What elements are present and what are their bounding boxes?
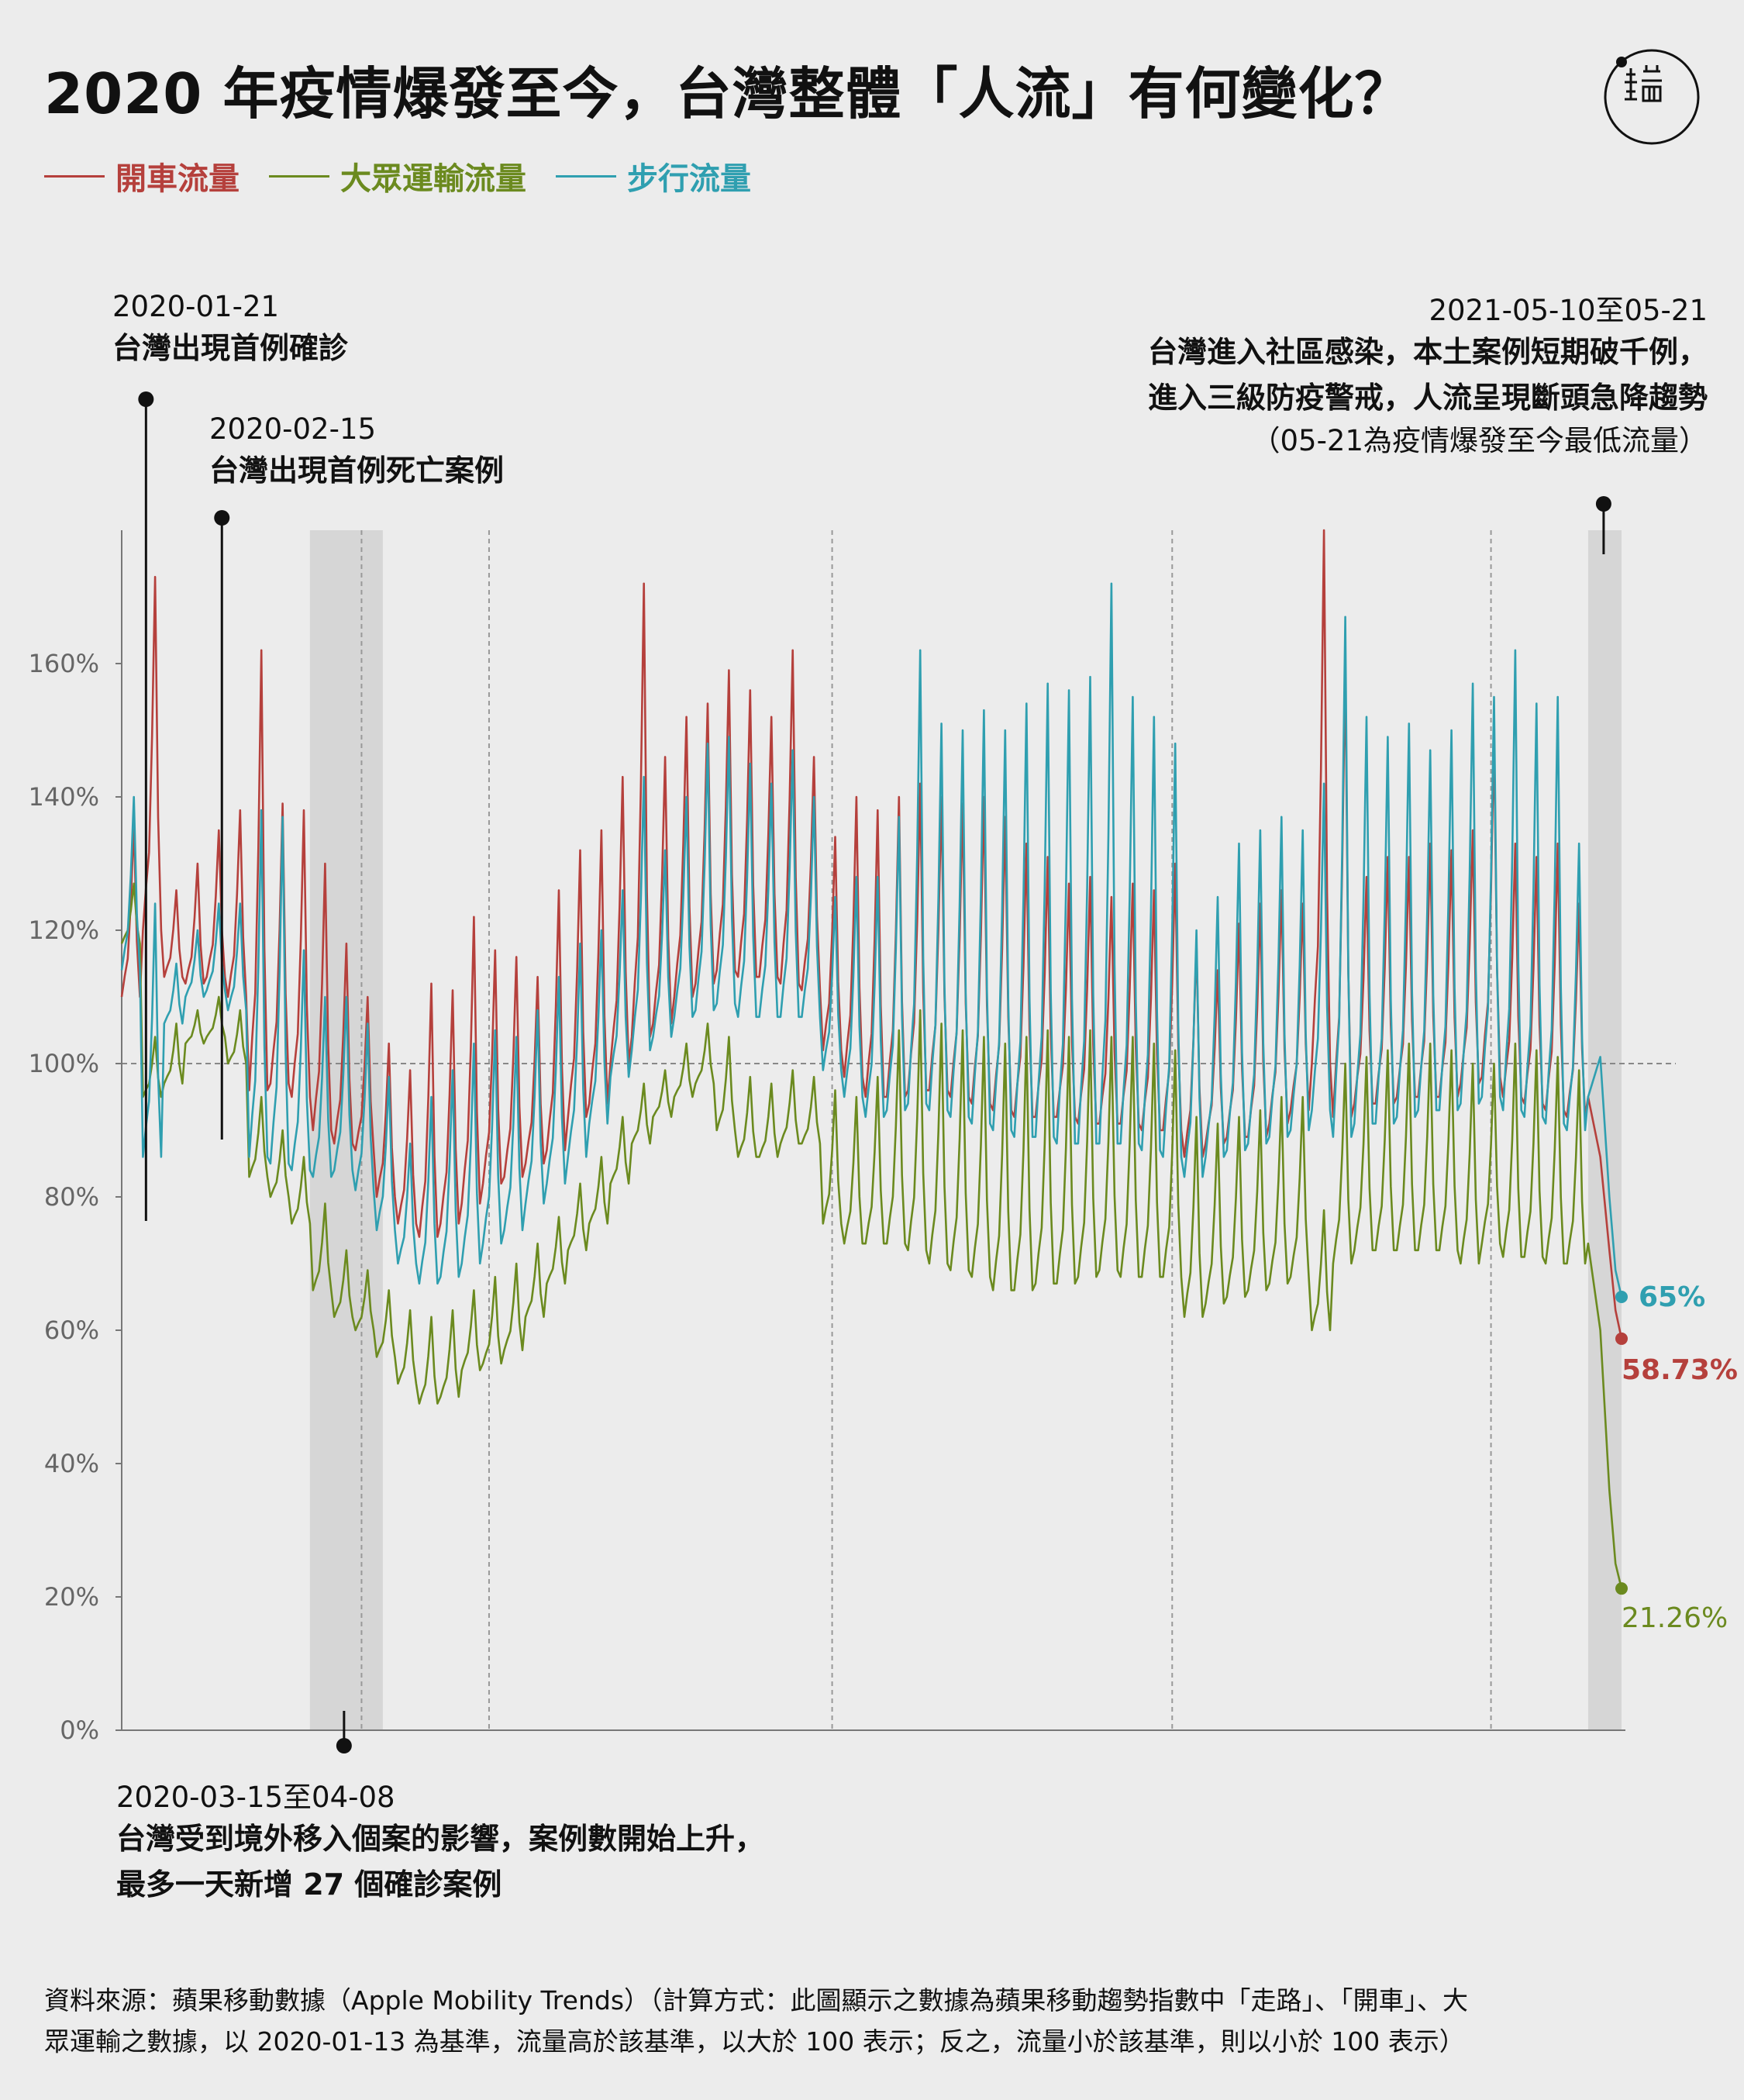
source-line2: 眾運輸之數據，以 2020-01-13 為基準，流量高於該基準，以大於 100 …	[44, 2026, 1465, 2057]
annotation-imported-date: 2020-03-15至04-08	[116, 1781, 395, 1814]
chart-title: 2020 年疫情爆發至今，台灣整體「人流」有何變化？	[44, 61, 1411, 126]
series-line-1	[120, 882, 1623, 1589]
highlight-bands	[309, 530, 1622, 1730]
end-point-0	[1615, 1332, 1628, 1345]
y-axis: 0% 20% 40% 60% 80% 100% 120% 140% 160%	[29, 530, 1625, 1745]
legend-item-transit: 大眾運輸流量	[269, 153, 526, 198]
y-tick-label-3: 60%	[44, 1316, 99, 1345]
annotation-community-line3: （05-21為疫情爆發至今最低流量）	[1251, 423, 1708, 457]
legend: 開車流量 大眾運輸流量 步行流量	[44, 153, 751, 198]
end-point-1	[1615, 1582, 1628, 1595]
community-marker-dot	[1595, 496, 1611, 512]
source-note: 資料來源：蘋果移動數據（Apple Mobility Trends）（計算方式：…	[44, 1981, 1711, 2063]
publisher-logo	[1604, 49, 1700, 145]
annotation-community-date: 2021-05-10至05-21	[1429, 294, 1708, 327]
series-line-0	[120, 529, 1623, 1340]
annotation-imported-line1: 台灣受到境外移入個案的影響，案例數開始上升，	[116, 1822, 765, 1857]
y-tick-label-1: 20%	[44, 1582, 99, 1612]
end-label-transit: 21.26%	[1622, 1602, 1728, 1634]
annotation-first-death-text: 台灣出現首例死亡案例	[209, 453, 505, 488]
y-tick-label-0: 0%	[60, 1716, 99, 1745]
annotation-first-death-date: 2020-02-15	[209, 412, 377, 446]
legend-label-transit: 大眾運輸流量	[340, 161, 526, 197]
end-points: 58.73% 21.26% 65%	[1615, 1281, 1738, 1634]
y-tick-label-8: 160%	[29, 649, 99, 678]
y-tick-label-4: 80%	[44, 1182, 99, 1212]
series-lines	[120, 529, 1623, 1589]
event-markers	[138, 391, 1611, 1753]
y-tick-label-6: 120%	[29, 916, 99, 945]
imported-marker-dot	[336, 1738, 352, 1753]
legend-line-walking	[556, 174, 616, 178]
annotation-community-line1: 台灣進入社區感染，本土案例短期破千例，	[1147, 335, 1708, 370]
legend-item-driving: 開車流量	[44, 153, 240, 198]
series-line-2	[120, 582, 1623, 1298]
annotation-first-case-date: 2020-01-21	[112, 290, 280, 323]
legend-line-transit	[269, 174, 329, 178]
source-line1: 資料來源：蘋果移動數據（Apple Mobility Trends）（計算方式：…	[44, 1985, 1469, 2016]
y-tick-label-2: 40%	[44, 1449, 99, 1478]
y-tick-label-7: 140%	[29, 782, 99, 812]
end-label-walking: 65%	[1639, 1281, 1705, 1313]
annotation-imported-line2: 最多一天新增 27 個確診案例	[116, 1867, 502, 1902]
legend-label-driving: 開車流量	[115, 161, 240, 197]
end-point-2	[1615, 1291, 1628, 1303]
end-label-driving: 58.73%	[1622, 1354, 1738, 1386]
y-tick-label-5: 100%	[29, 1049, 99, 1078]
annotation-community-line2: 進入三級防疫警戒，人流呈現斷頭急降趨勢	[1147, 380, 1708, 415]
annotation-first-death: 2020-02-15 台灣出現首例死亡案例	[209, 411, 504, 494]
legend-line-driving	[44, 174, 105, 178]
legend-item-walking: 步行流量	[556, 153, 751, 198]
annotation-first-case-text: 台灣出現首例確診	[112, 331, 349, 366]
annotation-first-case: 2020-01-21 台灣出現首例確診	[112, 288, 348, 371]
legend-label-walking: 步行流量	[627, 161, 751, 197]
event-marker-dot-0	[138, 391, 154, 407]
event-marker-dot-1	[214, 510, 230, 526]
annotation-imported: 2020-03-15至04-08 台灣受到境外移入個案的影響，案例數開始上升， …	[116, 1779, 764, 1908]
annotation-community: 2021-05-10至05-21 台灣進入社區感染，本土案例短期破千例， 進入三…	[1148, 292, 1708, 461]
